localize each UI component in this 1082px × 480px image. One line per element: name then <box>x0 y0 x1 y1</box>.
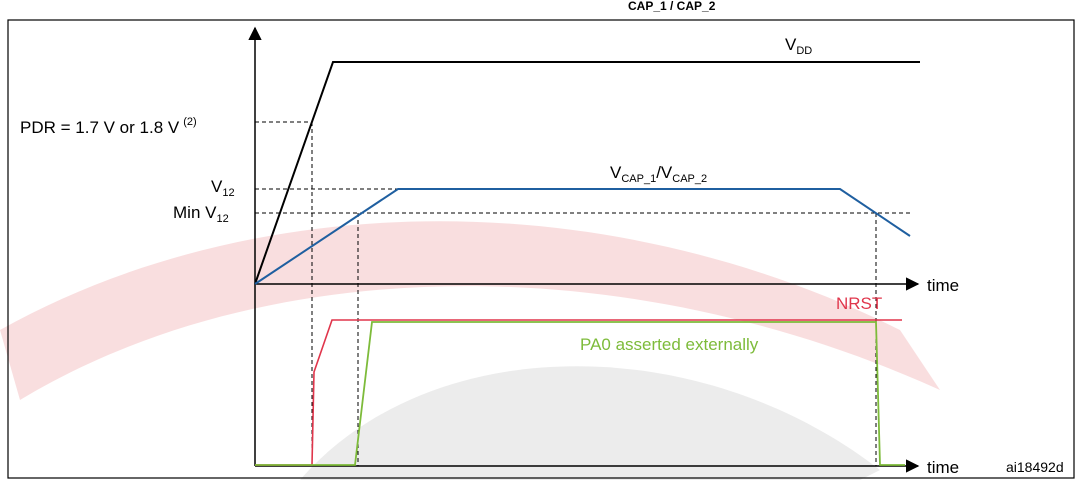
time-label-top: time <box>927 276 959 295</box>
pa0-curve <box>255 321 905 466</box>
pa0-label: PA0 asserted externally <box>580 335 759 354</box>
vdd-label: VDD <box>785 35 812 57</box>
nrst-label: NRST <box>836 294 882 313</box>
header-fragment: CAP_1 / CAP_2 <box>628 0 716 13</box>
vcap-label: VCAP_1/VCAP_2 <box>610 163 707 185</box>
v12-label: V12 <box>211 177 235 199</box>
watermark <box>0 221 940 480</box>
guide-lines <box>255 121 912 466</box>
time-label-bottom: time <box>927 458 959 477</box>
vcap-curve <box>254 188 911 285</box>
figure-frame <box>7 19 1075 479</box>
pdr-label: PDR = 1.7 V or 1.8 V (2) <box>20 116 197 137</box>
figure-id: ai18492d <box>1006 459 1064 475</box>
vdd-curve <box>254 61 920 285</box>
min-v12-label: Min V12 <box>173 203 229 225</box>
